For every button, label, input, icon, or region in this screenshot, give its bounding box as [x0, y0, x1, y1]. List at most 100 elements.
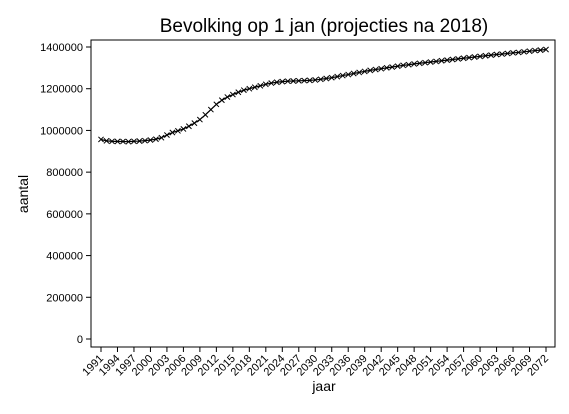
data-series: [98, 46, 549, 145]
data-point-marker: [328, 74, 335, 81]
y-axis-ticks: 0 200000 400000 600000 800000 1000000 1200000 1…: [40, 42, 91, 346]
data-point-marker: [411, 60, 418, 67]
data-point-marker: [383, 64, 390, 71]
data-point-marker: [488, 52, 495, 59]
data-point-marker: [427, 59, 434, 65]
data-point-marker: [455, 55, 462, 62]
data-point-marker: [240, 87, 247, 94]
data-point-marker: [400, 62, 407, 69]
y-tick-label: 1200000: [40, 84, 83, 96]
y-tick-label: 200000: [46, 292, 83, 304]
plot-area-frame: [90, 39, 556, 348]
data-point-marker: [334, 73, 341, 80]
data-point-marker: [350, 70, 357, 77]
data-point-marker: [521, 48, 527, 55]
data-point-marker: [290, 78, 297, 84]
data-point-marker: [131, 138, 137, 145]
data-point-marker: [196, 116, 203, 123]
data-point-marker: [103, 137, 110, 144]
data-point-marker: [361, 68, 368, 75]
data-point-marker: [460, 55, 467, 62]
data-point-marker: [295, 77, 302, 84]
data-point-marker: [378, 65, 385, 72]
data-point-marker: [224, 94, 231, 101]
data-point-marker: [246, 85, 253, 92]
data-point-marker: [202, 111, 209, 118]
data-point-marker: [416, 60, 423, 67]
data-point-marker: [367, 67, 374, 74]
data-point-marker: [257, 82, 264, 89]
data-point-marker: [345, 71, 352, 78]
y-tick-label: 0: [77, 334, 83, 346]
data-point-marker: [229, 91, 236, 98]
data-point-marker: [152, 136, 159, 143]
data-point-marker: [262, 81, 269, 88]
data-point-marker: [499, 51, 506, 58]
data-point-marker: [306, 77, 313, 84]
data-point-marker: [339, 72, 346, 79]
data-point-marker: [471, 54, 478, 60]
data-point-marker: [174, 127, 181, 134]
data-point-marker: [323, 75, 330, 82]
data-point-marker: [510, 49, 516, 56]
data-point-marker: [114, 138, 121, 145]
y-tick-label: 600000: [46, 209, 83, 221]
data-point-marker: [136, 138, 143, 145]
data-point-marker: [526, 48, 533, 55]
data-point-marker: [301, 77, 308, 84]
x-axis-label: jaar: [311, 378, 336, 394]
data-point-marker: [235, 89, 242, 96]
y-tick-label: 800000: [46, 167, 83, 179]
data-point-marker: [147, 137, 154, 143]
data-point-marker: [109, 138, 115, 145]
data-point-marker: [180, 126, 187, 132]
data-point-marker: [120, 138, 126, 145]
data-point-marker: [466, 54, 473, 61]
data-point-marker: [389, 64, 396, 70]
data-point-marker: [312, 77, 319, 83]
data-point-marker: [515, 49, 522, 56]
data-point-marker: [317, 76, 324, 83]
data-point-marker: [394, 63, 401, 70]
data-point-marker: [405, 61, 412, 68]
data-point-marker: [504, 50, 511, 57]
data-point-marker: [284, 78, 291, 85]
data-point-marker: [98, 136, 104, 143]
y-tick-label: 1000000: [40, 125, 83, 137]
data-point-marker: [279, 78, 286, 85]
data-point-marker: [163, 132, 170, 138]
data-point-marker: [185, 123, 192, 130]
y-axis-label: aantal: [15, 175, 31, 213]
data-point-marker: [141, 137, 148, 144]
data-point-marker: [493, 51, 500, 58]
data-point-marker: [449, 56, 456, 63]
data-point-marker: [213, 101, 220, 108]
data-point-marker: [251, 84, 258, 91]
y-tick-label: 1400000: [40, 42, 83, 54]
x-axis-ticks: 1991199419972000200320062009201220152018…: [80, 347, 551, 378]
data-point-marker: [543, 46, 549, 53]
data-point-marker: [477, 53, 484, 60]
data-point-marker: [438, 57, 445, 64]
data-point-marker: [482, 52, 489, 59]
data-point-marker: [218, 97, 225, 104]
y-tick-label: 400000: [46, 251, 83, 263]
data-point-marker: [532, 47, 538, 54]
data-point-marker: [356, 69, 363, 76]
data-point-marker: [191, 120, 198, 127]
data-point-marker: [444, 57, 451, 64]
data-point-marker: [273, 79, 280, 86]
series-line: [100, 48, 547, 143]
data-point-marker: [537, 47, 544, 54]
data-point-marker: [268, 80, 275, 87]
data-point-marker: [158, 134, 165, 141]
data-point-marker: [207, 106, 214, 113]
data-point-marker: [422, 59, 429, 66]
data-point-marker: [125, 138, 132, 145]
data-point-marker: [372, 66, 379, 73]
chart-title: Bevolking op 1 jan (projecties na 2018): [160, 16, 488, 37]
data-point-marker: [433, 58, 440, 65]
data-point-marker: [169, 129, 176, 136]
